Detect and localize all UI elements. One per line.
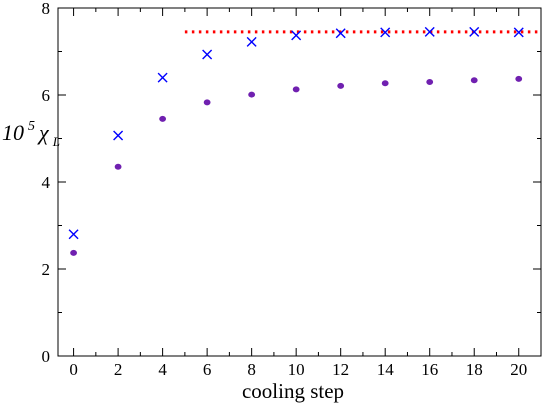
dot-marker: [203, 99, 211, 106]
x-tick-label: 18: [466, 360, 483, 379]
dot-marker: [70, 249, 77, 256]
y-axis-title: 10 5 χ L: [2, 117, 60, 149]
x-tick-label: 16: [421, 360, 438, 379]
dot-marker: [114, 163, 122, 170]
cross-marker-stroke: [246, 36, 257, 47]
cross-marker: [113, 130, 124, 141]
cross-marker: [469, 26, 480, 37]
cross-marker: [380, 27, 391, 38]
y-axis-title-exponent: 5: [28, 119, 35, 134]
x-tick-label: 12: [332, 360, 349, 379]
cross-marker: [291, 30, 302, 41]
dot-marker: [381, 80, 389, 87]
x-tick-label: 20: [510, 360, 527, 379]
x-axis-title: cooling step: [242, 379, 344, 403]
x-tick-label: 10: [288, 360, 305, 379]
dot-marker: [470, 77, 478, 84]
dot-marker: [248, 91, 256, 98]
x-tick-label: 8: [247, 360, 256, 379]
cross-marker: [513, 27, 524, 38]
x-tick-label: 4: [158, 360, 167, 379]
dot-marker: [337, 82, 345, 89]
cross-marker-stroke: [335, 28, 346, 39]
y-tick-label: 0: [42, 347, 51, 366]
x-tick-label: 6: [203, 360, 212, 379]
cross-marker: [202, 49, 213, 60]
y-axis-title-subscript: L: [52, 134, 60, 149]
cross-marker: [157, 72, 168, 83]
axes: 0 2 4 6 8 10 12 14 16 18 20 0 2 4 6 8: [42, 0, 542, 379]
cross-marker-stroke: [469, 26, 480, 37]
y-tick-label: 2: [42, 260, 51, 279]
dot-marker: [292, 86, 300, 93]
y-tick-label: 6: [42, 86, 51, 105]
cross-marker-stroke: [513, 27, 524, 38]
cross-marker: [68, 229, 79, 240]
cross-marker: [424, 26, 435, 37]
plot-frame: [57, 7, 542, 357]
y-tick-label: 8: [42, 0, 51, 18]
cross-marker-stroke: [202, 49, 213, 60]
cross-marker-stroke: [68, 229, 79, 240]
dot-marker: [159, 115, 167, 122]
cross-marker: [246, 36, 257, 47]
y-tick-label: 4: [42, 173, 51, 192]
y-axis-title-symbol: χ: [37, 120, 50, 145]
cross-marker-stroke: [291, 30, 302, 41]
dot-marker: [426, 78, 434, 85]
dot-marker: [515, 75, 523, 82]
cross-marker-stroke: [113, 130, 124, 141]
cross-marker-stroke: [157, 72, 168, 83]
cross-marker: [335, 28, 346, 39]
cross-marker-stroke: [424, 26, 435, 37]
cross-marker-stroke: [380, 27, 391, 38]
x-tick-label: 0: [69, 360, 78, 379]
data-marks: [68, 26, 524, 256]
y-axis-title-prefix: 10: [2, 120, 24, 145]
x-tick-label: 2: [114, 360, 123, 379]
x-tick-label: 14: [377, 360, 395, 379]
